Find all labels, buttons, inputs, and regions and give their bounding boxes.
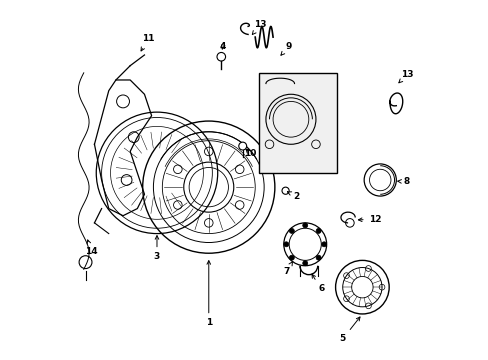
- Circle shape: [79, 256, 92, 269]
- Circle shape: [315, 255, 321, 260]
- Text: 9: 9: [280, 41, 292, 55]
- Text: 3: 3: [154, 236, 160, 261]
- Text: 1: 1: [205, 261, 211, 327]
- Circle shape: [282, 187, 288, 194]
- Bar: [258, 73, 337, 173]
- Text: 13: 13: [252, 20, 266, 35]
- Circle shape: [217, 53, 225, 61]
- Text: 7: 7: [283, 261, 292, 276]
- Circle shape: [302, 261, 307, 266]
- Text: 2: 2: [287, 192, 299, 201]
- Text: 4: 4: [220, 41, 226, 50]
- Text: 6: 6: [311, 274, 324, 293]
- Circle shape: [238, 142, 246, 150]
- Text: 10: 10: [243, 149, 256, 158]
- Text: 8: 8: [397, 177, 409, 186]
- Circle shape: [289, 255, 294, 260]
- Text: 11: 11: [141, 35, 154, 51]
- Text: 13: 13: [398, 70, 412, 83]
- Circle shape: [302, 223, 307, 228]
- Circle shape: [315, 228, 321, 233]
- Text: 14: 14: [85, 240, 98, 256]
- Text: 5: 5: [339, 317, 359, 343]
- Text: 12: 12: [358, 215, 380, 224]
- Circle shape: [289, 228, 294, 233]
- Circle shape: [321, 242, 326, 247]
- Circle shape: [283, 242, 288, 247]
